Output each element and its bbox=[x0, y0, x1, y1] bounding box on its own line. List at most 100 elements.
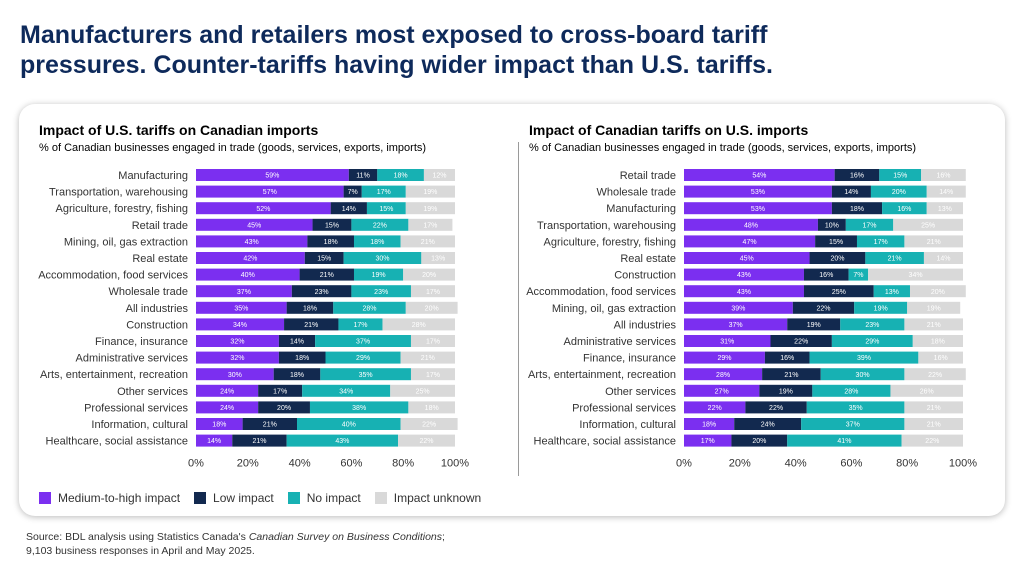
data-label-medium-high: 52% bbox=[256, 206, 270, 213]
data-label-low: 18% bbox=[295, 355, 309, 362]
x-tick-label: 80% bbox=[392, 458, 414, 470]
category-label: Professional services bbox=[84, 402, 188, 414]
data-label-none: 17% bbox=[874, 239, 888, 246]
data-label-low: 21% bbox=[252, 438, 266, 445]
category-label: Other services bbox=[117, 386, 188, 398]
data-label-low: 16% bbox=[780, 355, 794, 362]
title-line-1: Manufacturers and retailers most exposed… bbox=[20, 21, 768, 49]
bar-segment-medium-high bbox=[684, 301, 793, 314]
bar-segment-medium-high bbox=[684, 335, 771, 347]
bar-segment-unknown bbox=[926, 185, 966, 198]
bar-segment-medium-high bbox=[684, 418, 735, 430]
x-tick-label: 0% bbox=[188, 458, 204, 470]
bar-segment-none bbox=[338, 318, 383, 331]
legend-item-unknown: Impact unknown bbox=[374, 491, 481, 505]
data-label-low: 7% bbox=[348, 189, 358, 196]
category-label: Real estate bbox=[620, 253, 676, 265]
bar-segment-low bbox=[809, 252, 866, 264]
data-label-unknown: 34% bbox=[909, 272, 923, 279]
x-tick-label: 0% bbox=[676, 458, 692, 470]
bar-segment-medium-high bbox=[196, 185, 344, 198]
bar-segment-medium-high bbox=[196, 268, 300, 281]
left-chart-title: Impact of U.S. tariffs on Canadian impor… bbox=[39, 122, 319, 138]
data-label-unknown: 17% bbox=[426, 339, 440, 346]
bar-segment-low bbox=[330, 202, 367, 215]
data-label-medium-high: 24% bbox=[220, 405, 234, 412]
data-label-medium-high: 18% bbox=[212, 422, 226, 429]
data-label-low: 25% bbox=[832, 289, 846, 296]
data-label-none: 30% bbox=[856, 372, 870, 379]
x-tick-label: 20% bbox=[729, 458, 751, 470]
bar-segment-unknown bbox=[410, 285, 455, 298]
bar-segment-unknown bbox=[890, 384, 963, 397]
data-label-medium-high: 43% bbox=[737, 272, 751, 279]
legend-item-low: Low impact bbox=[194, 491, 274, 505]
data-label-unknown: 22% bbox=[925, 438, 939, 445]
data-label-none: 21% bbox=[888, 256, 902, 263]
bar-segment-unknown bbox=[893, 218, 963, 231]
data-label-low: 23% bbox=[315, 289, 329, 296]
data-label-medium-high: 27% bbox=[715, 388, 729, 395]
data-label-none: 38% bbox=[352, 405, 366, 412]
data-label-medium-high: 34% bbox=[233, 322, 247, 329]
data-label-medium-high: 14% bbox=[207, 438, 221, 445]
x-tick-label: 60% bbox=[840, 458, 862, 470]
data-label-low: 21% bbox=[784, 372, 798, 379]
data-label-low: 19% bbox=[779, 388, 793, 395]
x-tick-label: 20% bbox=[237, 458, 259, 470]
data-label-medium-high: 35% bbox=[234, 305, 248, 312]
data-label-unknown: 21% bbox=[421, 355, 435, 362]
data-label-unknown: 16% bbox=[936, 173, 950, 180]
category-label: Healthcare, social assistance bbox=[46, 436, 188, 448]
bar-segment-medium-high bbox=[684, 351, 765, 364]
data-label-medium-high: 40% bbox=[241, 272, 255, 279]
source-note: Source: BDL analysis using Statistics Ca… bbox=[26, 530, 445, 558]
data-label-medium-high: 39% bbox=[731, 305, 745, 312]
data-label-unknown: 28% bbox=[412, 322, 426, 329]
bar-segment-low bbox=[299, 268, 354, 281]
category-label: Information, cultural bbox=[579, 419, 676, 431]
data-label-low: 18% bbox=[850, 206, 864, 213]
bar-segment-none bbox=[315, 335, 411, 347]
data-label-medium-high: 48% bbox=[744, 222, 758, 229]
data-label-medium-high: 43% bbox=[737, 289, 751, 296]
bar-segment-none bbox=[806, 401, 905, 414]
data-label-low: 24% bbox=[761, 422, 775, 429]
legend-item-none: No impact bbox=[287, 491, 361, 505]
bar-segment-low bbox=[343, 185, 362, 198]
bar-segment-medium-high bbox=[684, 252, 810, 264]
page-title: Manufacturers and retailers most exposed… bbox=[20, 20, 1000, 80]
data-label-low: 18% bbox=[324, 239, 338, 246]
data-label-low: 14% bbox=[342, 206, 356, 213]
data-label-unknown: 21% bbox=[927, 405, 941, 412]
data-label-medium-high: 43% bbox=[245, 239, 259, 246]
data-label-none: 29% bbox=[356, 355, 370, 362]
data-label-unknown: 22% bbox=[928, 372, 942, 379]
bar-segment-low bbox=[803, 285, 874, 298]
bar-segment-unknown bbox=[410, 335, 455, 347]
data-label-none: 18% bbox=[394, 173, 408, 180]
bar-segment-none bbox=[343, 252, 422, 264]
source-line-1: Source: BDL analysis using Statistics Ca… bbox=[26, 530, 445, 544]
data-label-unknown: 18% bbox=[931, 339, 945, 346]
x-tick-label: 40% bbox=[785, 458, 807, 470]
bar-segment-medium-high bbox=[196, 368, 274, 381]
legend-label-medium-high: Medium-to-high impact bbox=[58, 491, 181, 505]
bar-segment-none bbox=[377, 169, 424, 181]
bar-segment-low bbox=[278, 335, 316, 347]
bar-segment-none bbox=[309, 401, 409, 414]
data-label-none: 18% bbox=[370, 239, 384, 246]
bar-segment-low bbox=[834, 169, 880, 181]
data-label-medium-high: 32% bbox=[230, 355, 244, 362]
bar-segment-low bbox=[312, 218, 352, 231]
data-label-unknown: 20% bbox=[425, 305, 439, 312]
bar-segment-medium-high bbox=[196, 169, 349, 181]
bar-segment-unknown bbox=[410, 368, 455, 381]
data-label-unknown: 16% bbox=[934, 355, 948, 362]
category-label: Transportation, warehousing bbox=[49, 187, 188, 199]
legend-swatch-none bbox=[287, 492, 300, 504]
data-label-none: 22% bbox=[373, 222, 387, 229]
category-label: Construction bbox=[126, 319, 188, 331]
bar-segment-medium-high bbox=[196, 335, 279, 347]
x-tick-label: 100% bbox=[441, 458, 469, 470]
